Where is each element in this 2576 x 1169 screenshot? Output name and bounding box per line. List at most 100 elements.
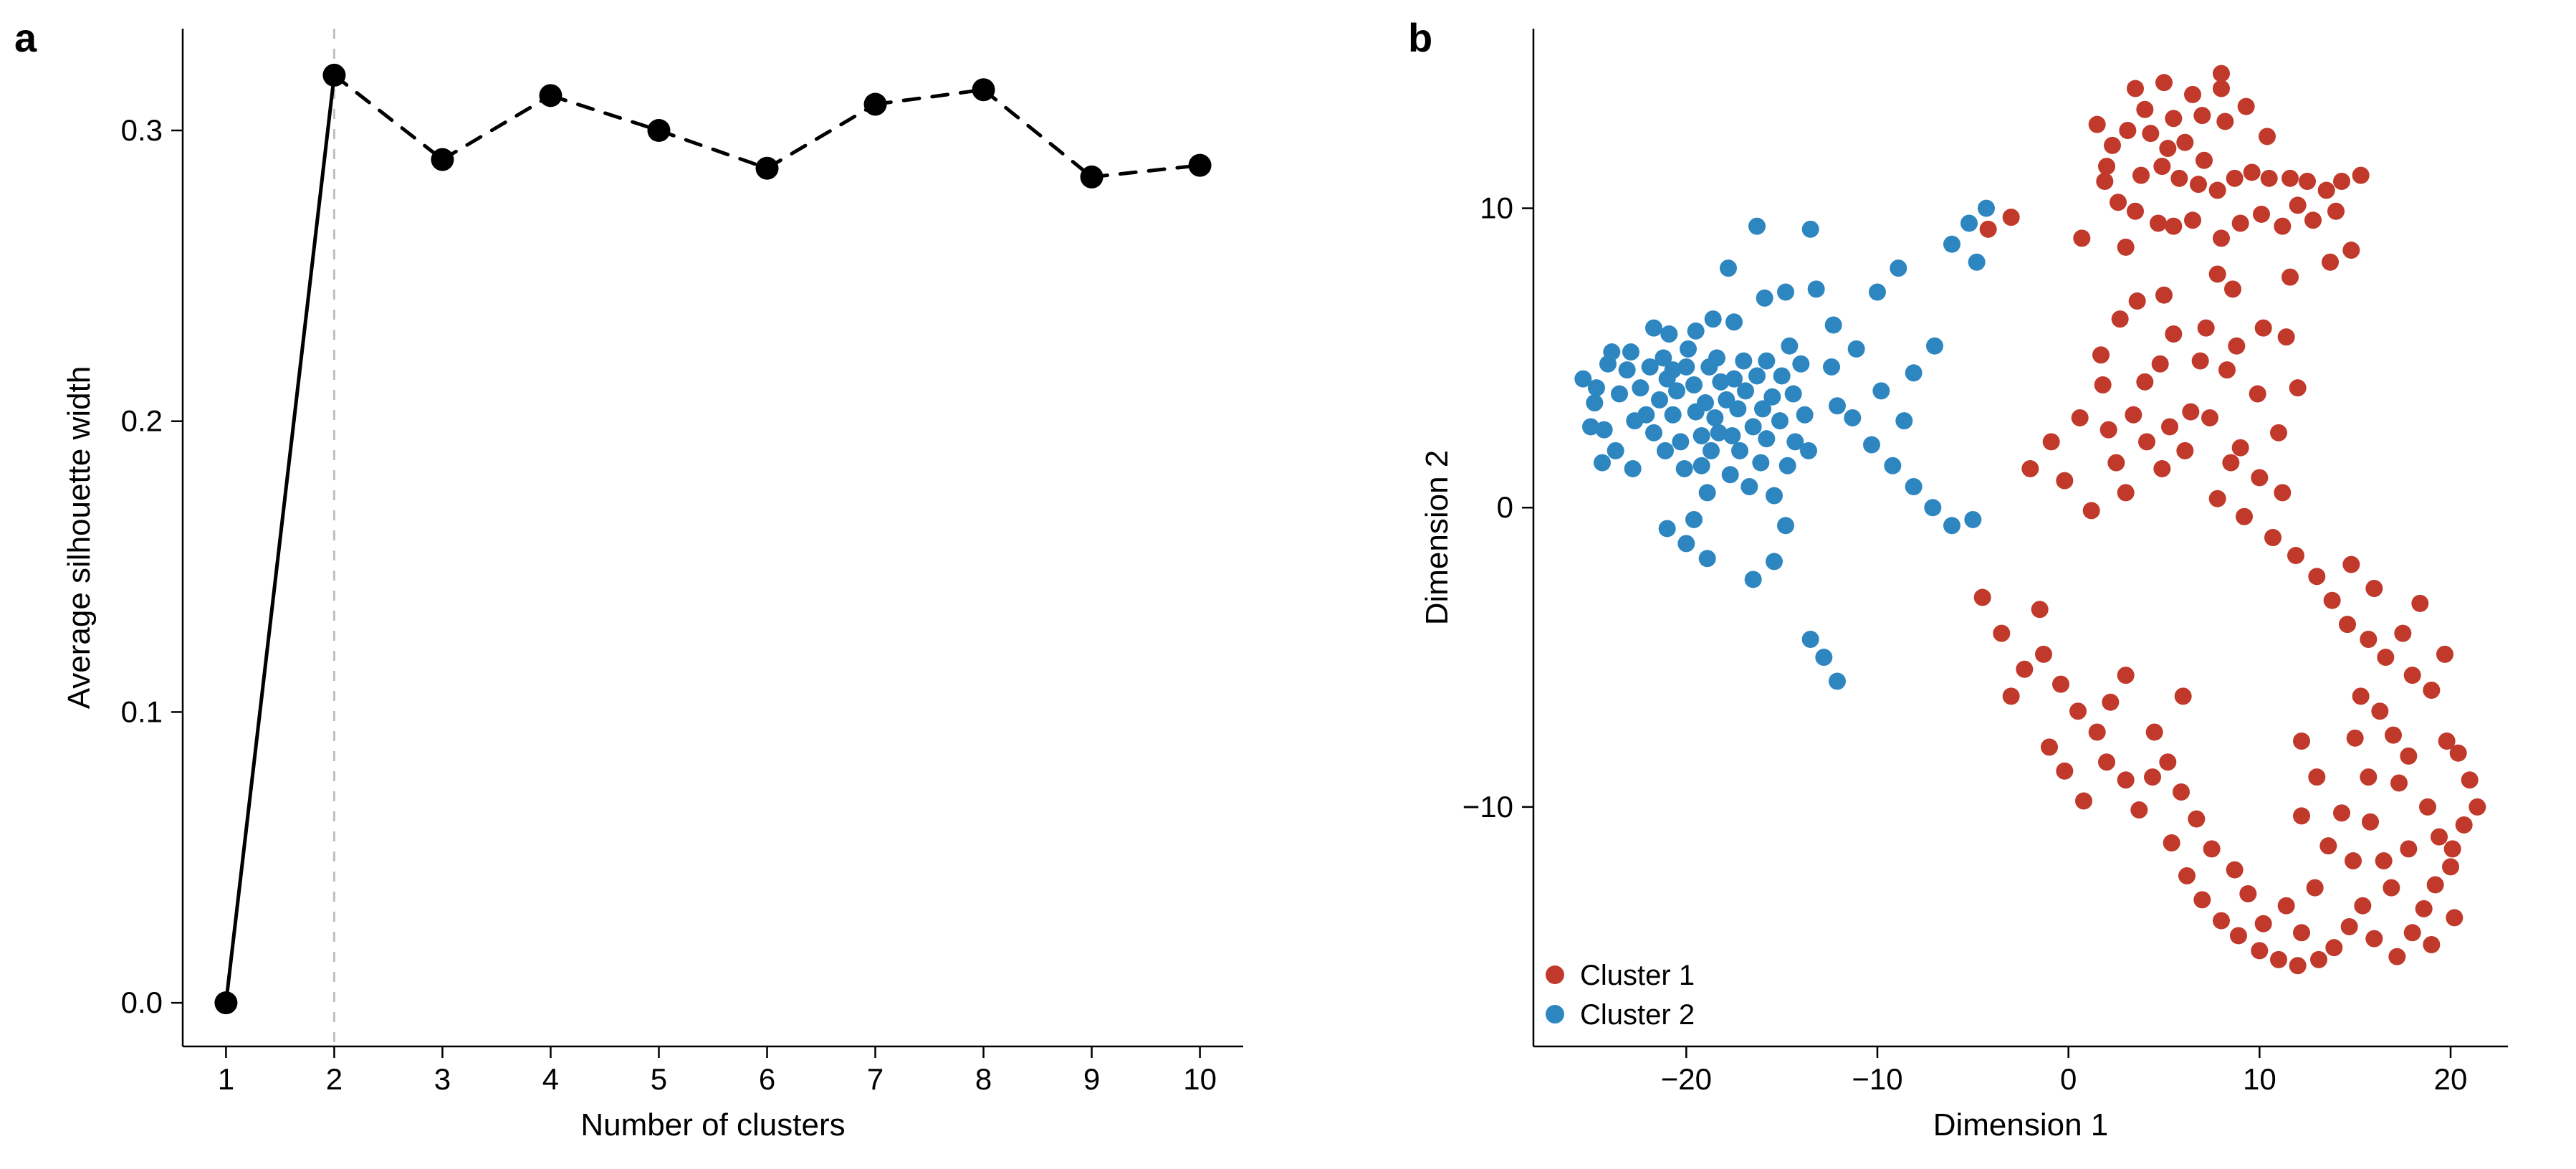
scatter-point-cluster2 [1720, 259, 1737, 277]
scatter-point-cluster1 [2125, 406, 2142, 424]
scatter-point-cluster2 [1680, 340, 1697, 358]
scatter-point-cluster1 [2117, 484, 2135, 501]
scatter-point-cluster1 [1980, 221, 1997, 238]
scatter-point-cluster2 [1677, 358, 1695, 376]
scatter-point-cluster2 [1802, 221, 1819, 238]
scatter-point-cluster2 [1848, 340, 1865, 358]
scatter-point-cluster1 [2130, 801, 2148, 819]
scatter-point-cluster2 [1829, 672, 1846, 690]
scatter-point-cluster1 [2365, 930, 2383, 948]
scatter-point-cluster1 [2083, 502, 2100, 519]
scatter-point-cluster1 [2362, 813, 2379, 831]
x-tick-label: 10 [2243, 1062, 2276, 1096]
scatter-point-cluster1 [2461, 771, 2479, 788]
scatter-point-cluster1 [2278, 897, 2295, 915]
scatter-point-cluster1 [2117, 239, 2135, 256]
legend-label: Cluster 2 [1580, 999, 1695, 1031]
scatter-point-cluster2 [1785, 386, 1802, 403]
scatter-point-cluster1 [2173, 783, 2190, 801]
scatter-point-cluster1 [2442, 858, 2459, 875]
legend-label: Cluster 1 [1580, 960, 1695, 991]
scatter-point-cluster2 [1905, 478, 1923, 495]
scatter-point-cluster1 [2209, 265, 2226, 282]
scatter-point-cluster1 [2255, 915, 2272, 932]
scatter-point-cluster1 [2117, 771, 2135, 788]
scatter-point-cluster1 [2308, 568, 2325, 585]
scatter-point-cluster1 [2324, 592, 2341, 609]
scatter-point-cluster2 [1723, 427, 1741, 444]
scatter-point-cluster1 [1974, 589, 1991, 606]
scatter-point-cluster1 [2411, 595, 2428, 612]
scatter-point-cluster1 [2016, 661, 2033, 678]
scatter-point-cluster2 [1685, 511, 1703, 528]
scatter-point-cluster1 [2209, 182, 2226, 199]
scatter-point-cluster1 [2436, 646, 2453, 663]
scatter-point-cluster2 [1869, 284, 1886, 301]
scatter-point-cluster2 [1699, 484, 1716, 501]
scatter-point-cluster2 [1657, 442, 1674, 459]
scatter-point-cluster1 [2274, 218, 2291, 235]
scatter-point-cluster1 [2388, 948, 2405, 965]
scatter-point-cluster1 [2163, 834, 2180, 851]
scatter-point-cluster1 [2400, 840, 2417, 857]
scatter-point-cluster1 [2431, 829, 2448, 846]
scatter-point-cluster2 [1697, 394, 1714, 411]
scatter-point-cluster1 [2261, 170, 2278, 187]
scatter-point-cluster1 [2341, 918, 2358, 935]
scatter-point-cluster1 [2003, 687, 2020, 705]
scatter-point-cluster2 [1731, 442, 1748, 459]
scatter-point-cluster1 [2427, 876, 2444, 893]
scatter-point-cluster2 [1796, 406, 1814, 424]
scatter-point-cluster2 [1844, 409, 1861, 426]
scatter-point-cluster2 [1792, 356, 1809, 373]
scatter-point-cluster1 [2325, 939, 2342, 956]
scatter-point-cluster1 [2161, 418, 2178, 435]
scatter-point-cluster1 [2107, 454, 2125, 472]
scatter-point-cluster1 [2222, 454, 2239, 472]
scatter-point-cluster1 [2153, 158, 2170, 175]
scatter-point-cluster2 [1781, 338, 1798, 355]
scatter-point-cluster1 [2327, 203, 2345, 220]
scatter-point-cluster2 [1964, 511, 1981, 528]
scatter-point-cluster1 [2155, 74, 2173, 91]
scatter-point-cluster1 [2394, 625, 2411, 642]
scatter-point-cluster1 [2274, 484, 2291, 501]
panel-b: −20−1001020−10010Dimension 1Dimension 2C… [0, 0, 2576, 1169]
scatter-point-cluster1 [2198, 320, 2215, 337]
scatter-point-cluster1 [2003, 209, 2020, 226]
scatter-point-cluster1 [2289, 379, 2307, 396]
scatter-point-cluster1 [2043, 433, 2060, 450]
scatter-point-cluster2 [1729, 400, 1746, 417]
scatter-point-cluster1 [2021, 460, 2039, 477]
scatter-point-cluster1 [2031, 601, 2049, 618]
scatter-point-cluster1 [2278, 328, 2295, 345]
scatter-point-cluster1 [2444, 840, 2461, 857]
x-tick-label: −10 [1852, 1062, 1902, 1096]
scatter-point-cluster1 [2375, 852, 2393, 869]
scatter-point-cluster2 [1685, 376, 1703, 393]
scatter-point-cluster1 [2307, 879, 2324, 897]
scatter-point-cluster1 [2193, 891, 2211, 908]
scatter-point-cluster2 [1651, 391, 1668, 409]
scatter-point-cluster2 [1766, 487, 1783, 505]
scatter-point-cluster1 [2089, 116, 2106, 133]
scatter-point-cluster1 [2259, 128, 2276, 145]
scatter-point-cluster2 [1737, 382, 1754, 399]
scatter-point-cluster1 [2213, 80, 2230, 97]
scatter-point-cluster2 [1659, 520, 1676, 537]
scatter-point-cluster2 [1637, 406, 1655, 424]
scatter-point-cluster2 [1748, 367, 1766, 384]
scatter-point-cluster1 [2342, 242, 2360, 259]
scatter-point-cluster1 [2236, 508, 2253, 525]
scatter-point-cluster1 [2446, 909, 2463, 926]
scatter-point-cluster1 [2226, 170, 2244, 187]
scatter-point-cluster1 [2304, 211, 2322, 229]
x-tick-label: 20 [2434, 1062, 2468, 1096]
legend-marker [1546, 1005, 1564, 1024]
scatter-point-cluster1 [2251, 469, 2268, 486]
scatter-point-cluster1 [2226, 862, 2244, 879]
scatter-point-cluster1 [2371, 702, 2388, 720]
scatter-point-cluster2 [1777, 517, 1794, 534]
scatter-point-cluster1 [2289, 196, 2307, 214]
scatter-point-cluster2 [1594, 454, 1611, 472]
